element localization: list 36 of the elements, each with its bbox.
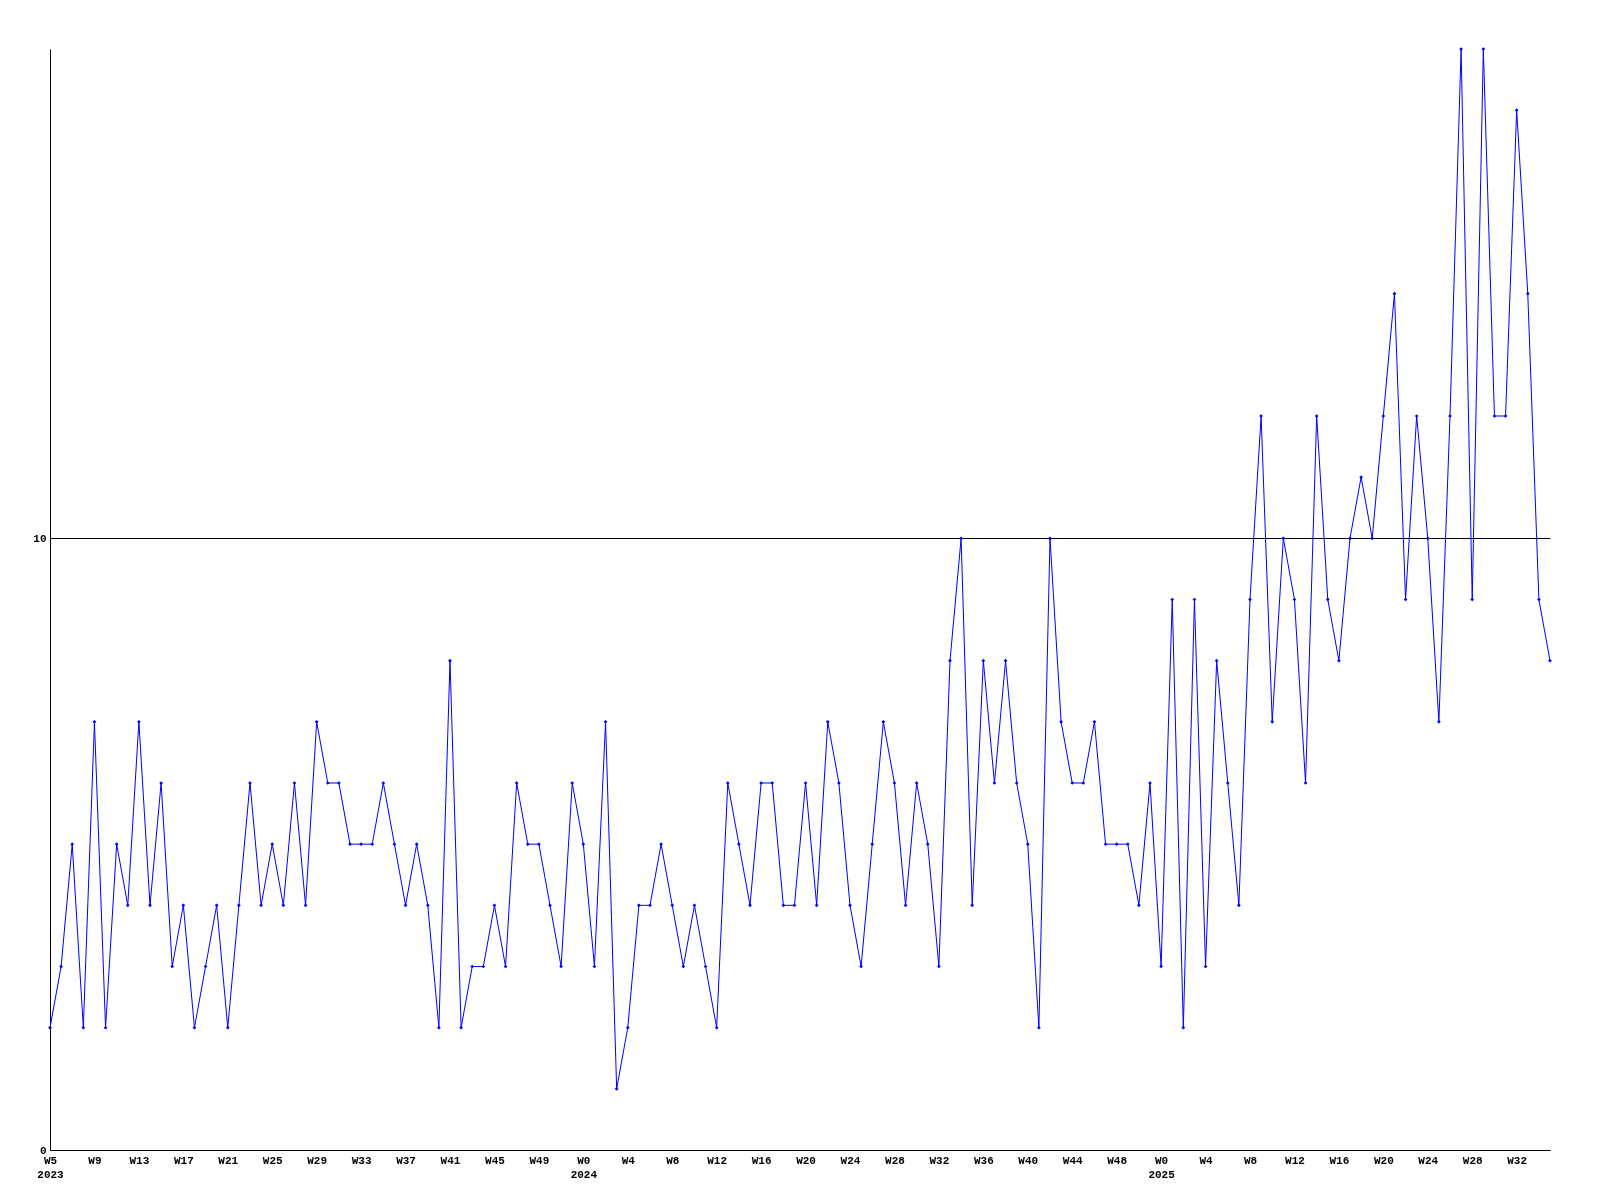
x-tick-label: W28 [885,1154,906,1167]
x-tick-label: W41 [440,1154,461,1167]
y-tick-label: 0 [39,1144,47,1157]
x-tick-label: W12 [1285,1154,1305,1167]
x-tick-label: W29 [307,1154,328,1167]
x-tick-label: W40 [1018,1154,1039,1167]
x-tick-label: W24 [840,1154,861,1167]
x-tick-label: W16 [1329,1154,1350,1167]
x-tick-label: W37 [396,1154,416,1167]
x-tick-label: W4 [1199,1154,1214,1167]
x-tick-label: W0 2024 [570,1154,598,1181]
x-tick-label: W9 [88,1154,102,1167]
x-tick-label: W44 [1062,1154,1084,1167]
x-tick-label: W0 2025 [1148,1154,1176,1181]
x-tick-label: W8 [1243,1154,1258,1167]
x-tick-label: W16 [751,1154,772,1167]
x-tick-label: W28 [1462,1154,1484,1167]
x-tick-label: W33 [351,1154,372,1167]
x-tick-label: W21 [218,1154,239,1167]
x-tick-label: W49 [529,1154,550,1167]
x-tick-label: W20 [796,1154,816,1167]
x-tick-label: W20 [1373,1154,1394,1167]
x-tick-label: W17 [173,1154,194,1167]
x-tick-label: W32 [929,1154,950,1167]
x-tick-label: W13 [129,1154,150,1167]
x-tick-label: W45 [485,1154,506,1167]
x-tick-label: W48 [1107,1154,1128,1167]
x-tick-label: W12 [707,1154,728,1167]
x-tick-label: W4 [621,1154,636,1167]
x-tick-label: W32 [1507,1154,1528,1167]
y-tick-label: 10 [33,532,47,545]
x-tick-label: W24 [1418,1154,1439,1167]
x-tick-label: W8 [666,1154,680,1167]
x-tick-label: W25 [262,1154,284,1167]
x-tick-label: W5 2023 [37,1154,65,1181]
x-tick-label: W36 [973,1154,994,1167]
